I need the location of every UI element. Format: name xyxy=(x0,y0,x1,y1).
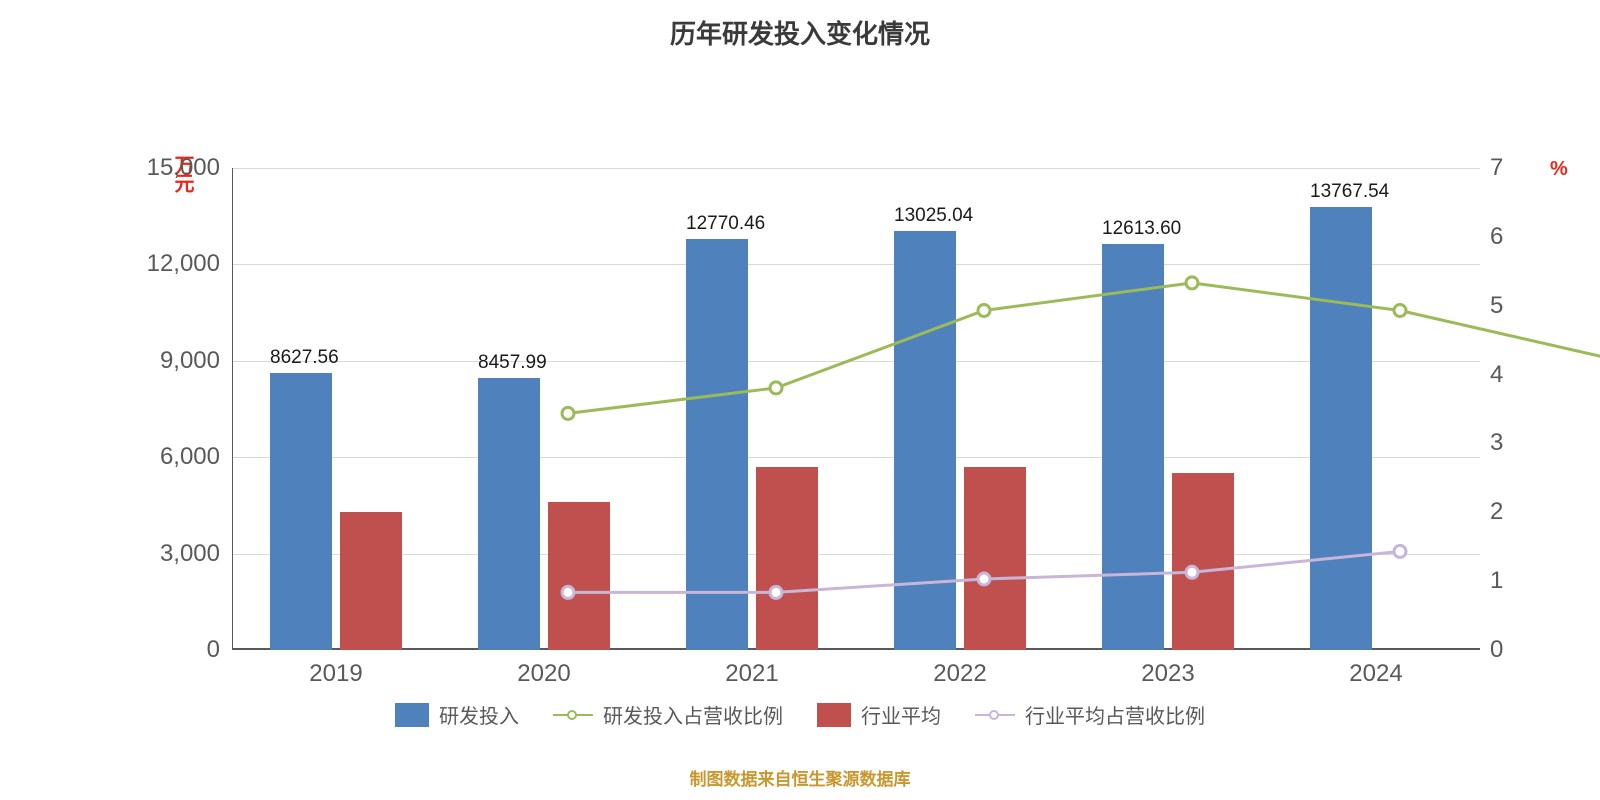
x-axis-labels: 2019 2020 2021 2022 2023 2024 xyxy=(232,652,1480,692)
legend-label-rd-investment: 研发投入 xyxy=(439,700,519,729)
year-group-2019: 8627.56 xyxy=(232,168,440,650)
industry-ratio-point-2020[interactable] xyxy=(770,586,782,598)
legend-swatch-rd-ratio xyxy=(553,709,593,721)
bar-rd-label-2023: 12613.60 xyxy=(1102,218,1164,240)
y-right-tick-7: 7 xyxy=(1490,154,1503,182)
bar-industry-2019[interactable] xyxy=(340,512,402,650)
rd-ratio-point-2020[interactable] xyxy=(770,382,782,394)
y-left-tick-1: 3,000 xyxy=(160,540,220,568)
x-axis-label-2019[interactable]: 2019 xyxy=(232,660,440,688)
legend-item-industry-ratio[interactable]: 行业平均占营收比例 xyxy=(975,700,1205,729)
y-axis-left: 15,000 12,000 9,000 6,000 3,000 0 xyxy=(160,168,220,650)
right-axis-unit-label: % xyxy=(1550,158,1568,181)
industry-ratio-point-2022[interactable] xyxy=(1186,566,1198,578)
legend-label-rd-ratio: 研发投入占营收比例 xyxy=(603,700,783,729)
bar-rd-label-2019: 8627.56 xyxy=(270,347,332,369)
legend-item-rd-ratio[interactable]: 研发投入占营收比例 xyxy=(553,700,783,729)
y-left-tick-0: 0 xyxy=(207,636,220,664)
chart-legend: 研发投入 研发投入占营收比例 行业平均 行业平均占营收比例 xyxy=(0,700,1600,729)
x-axis-label-2022[interactable]: 2022 xyxy=(856,660,1064,688)
legend-label-industry-ratio: 行业平均占营收比例 xyxy=(1025,700,1205,729)
x-axis-label-2024[interactable]: 2024 xyxy=(1272,660,1480,688)
y-right-tick-6: 6 xyxy=(1490,223,1503,251)
industry-ratio-point-2023[interactable] xyxy=(1394,545,1406,557)
legend-swatch-rd-investment xyxy=(395,703,429,727)
x-axis-label-2023[interactable]: 2023 xyxy=(1064,660,1272,688)
rd-ratio-point-2021[interactable] xyxy=(978,305,990,317)
rd-ratio-point-2019[interactable] xyxy=(562,407,574,419)
footer-caption: 制图数据来自恒生聚源数据库 xyxy=(0,765,1600,790)
rd-ratio-point-2023[interactable] xyxy=(1394,305,1406,317)
legend-item-industry-avg[interactable]: 行业平均 xyxy=(817,700,941,729)
legend-item-rd-investment[interactable]: 研发投入 xyxy=(395,700,519,729)
chart-title: 历年研发投入变化情况 xyxy=(0,14,1600,51)
industry-ratio-point-2019[interactable] xyxy=(562,586,574,598)
bar-rd-2019[interactable]: 8627.56 xyxy=(270,373,332,650)
y-left-tick-5: 15,000 xyxy=(147,154,220,182)
bar-rd-label-2021: 12770.46 xyxy=(686,213,748,235)
bar-rd-label-2024: 13767.54 xyxy=(1310,181,1372,203)
y-left-tick-2: 6,000 xyxy=(160,443,220,471)
legend-swatch-industry-avg xyxy=(817,703,851,727)
bar-rd-label-2022: 13025.04 xyxy=(894,205,956,227)
rd-ratio-point-2022[interactable] xyxy=(1186,277,1198,289)
legend-swatch-industry-ratio xyxy=(975,709,1015,721)
industry-ratio-point-2021[interactable] xyxy=(978,573,990,585)
y-left-tick-4: 12,000 xyxy=(147,250,220,278)
x-axis-label-2021[interactable]: 2021 xyxy=(648,660,856,688)
rd-ratio-line[interactable] xyxy=(568,283,1600,414)
chart-area: 万元 % 15,000 12,000 9,000 6,000 3,000 0 7… xyxy=(0,60,1600,660)
plot-area: 8627.56 8457.99 12770.46 13025.04 xyxy=(232,168,1480,650)
legend-label-industry-avg: 行业平均 xyxy=(861,700,941,729)
y-left-tick-3: 9,000 xyxy=(160,347,220,375)
x-axis-label-2020[interactable]: 2020 xyxy=(440,660,648,688)
